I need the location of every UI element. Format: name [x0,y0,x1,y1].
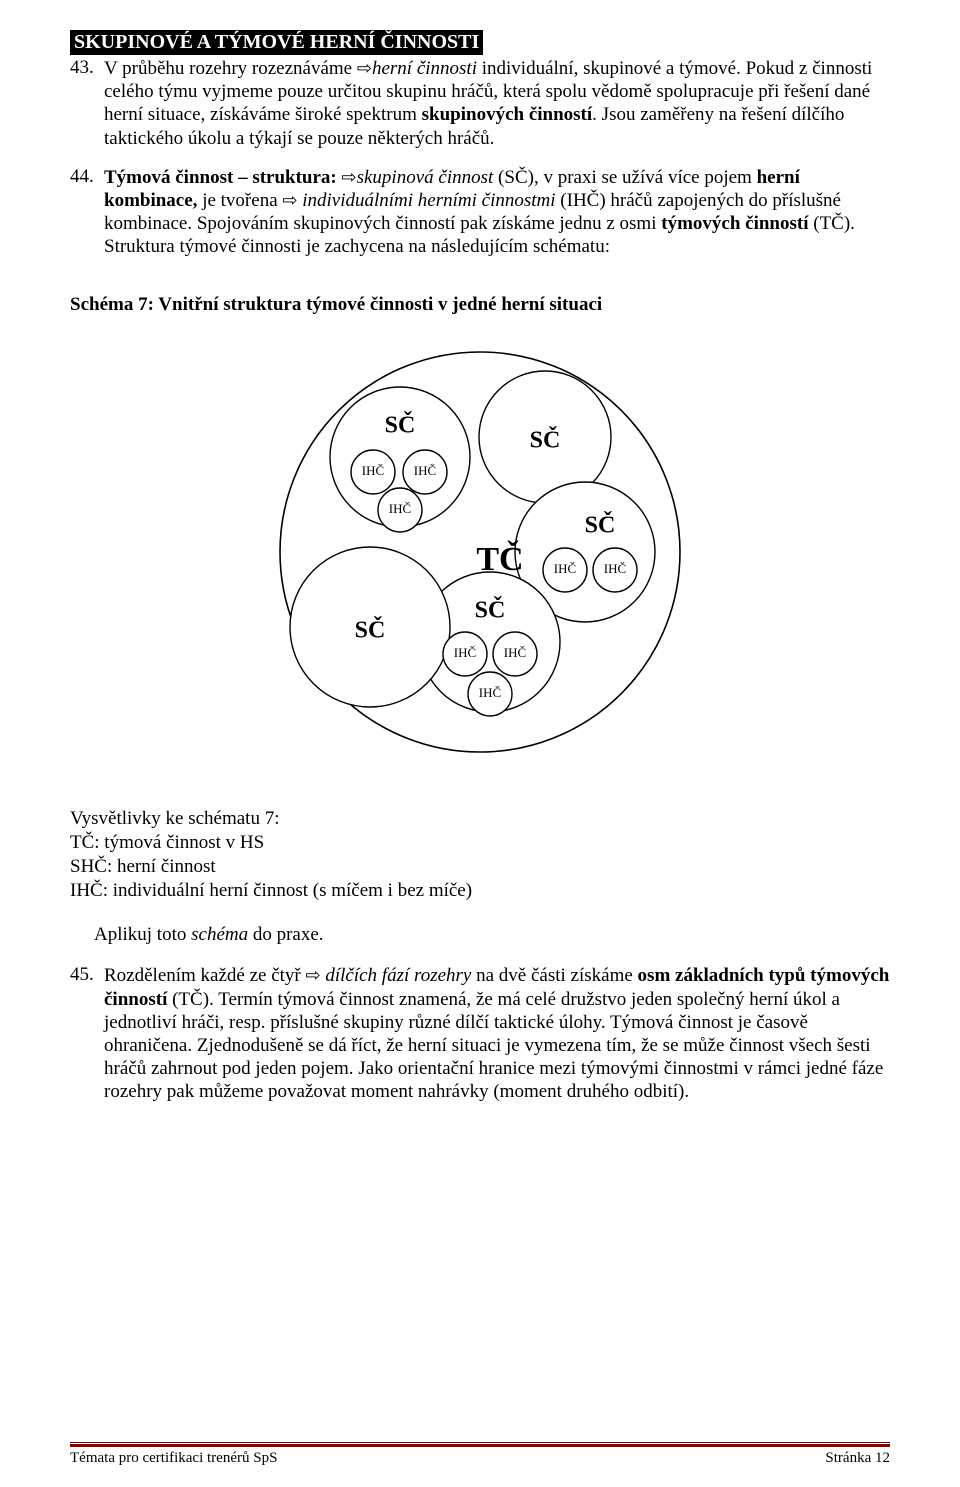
svg-text:SČ: SČ [355,617,386,644]
text-italic: herní činnosti [372,58,477,79]
item-45: 45. Rozdělením každé ze čtyř ⇨ dílčích f… [70,964,890,1103]
svg-text:SČ: SČ [475,597,506,624]
text-bold: skupinových činností [422,104,593,125]
svg-text:IHČ: IHČ [554,561,576,576]
text: Aplikuj toto [94,924,191,945]
item-44-number: 44. [70,166,104,259]
text-italic: schéma [191,924,248,945]
page-footer: Témata pro certifikaci trenérů SpS Strán… [70,1444,890,1467]
arrow-right-icon: ⇨ [342,167,357,189]
section-title: SKUPINOVÉ A TÝMOVÉ HERNÍ ČINNOSTI [70,30,483,55]
item-45-body: Rozdělením každé ze čtyř ⇨ dílčích fází … [104,964,890,1103]
svg-text:SČ: SČ [585,512,616,539]
svg-text:IHČ: IHČ [414,463,436,478]
schema-7-caption: Schéma 7: Vnitřní struktura týmové činno… [70,294,890,316]
text: (SČ), v praxi se užívá více pojem [493,167,756,188]
legend-line: Vysvětlivky ke schématu 7: [70,807,890,831]
svg-text:TČ: TČ [476,540,523,578]
text: (TČ). Termín týmová činnost znamená, že … [104,989,883,1103]
item-44-body: Týmová činnost – struktura: ⇨skupinová č… [104,166,890,259]
arrow-right-icon: ⇨ [306,965,321,987]
footer-rule-thin [70,1442,890,1443]
legend-line: SHČ: herní činnost [70,855,890,879]
svg-text:SČ: SČ [385,412,416,439]
text: je tvořena [197,190,282,211]
text-italic: dílčích fází rozehry [321,965,472,986]
arrow-right-icon: ⇨ [357,58,372,80]
item-43-number: 43. [70,57,104,150]
text-italic: skupinová činnost [357,167,494,188]
legend-line: TČ: týmová činnost v HS [70,831,890,855]
svg-text:IHČ: IHČ [389,501,411,516]
item-43: 43. V průběhu rozehry rozeznáváme ⇨herní… [70,57,890,150]
item-44: 44. Týmová činnost – struktura: ⇨skupino… [70,166,890,259]
svg-text:IHČ: IHČ [604,561,626,576]
text-bold: týmových činností [661,213,808,234]
svg-text:SČ: SČ [530,427,561,454]
svg-text:IHČ: IHČ [454,645,476,660]
footer-left: Témata pro certifikaci trenérů SpS [70,1450,277,1467]
svg-text:IHČ: IHČ [362,463,384,478]
text-bold: Týmová činnost – struktura: [104,167,342,188]
footer-right: Stránka 12 [825,1450,890,1467]
text: V průběhu rozehry rozeznáváme [104,58,357,79]
text: do praxe. [248,924,323,945]
schema-7-svg: TČ SČ SČ SČ SČ SČ IHČ IHČ IHČ IHČ IHČ IHČ IHČ IHČ [270,342,690,762]
legend-line: IHČ: individuální herní činnost (s míčem… [70,879,890,903]
text: na dvě části získáme [471,965,637,986]
item-43-body: V průběhu rozehry rozeznáváme ⇨herní čin… [104,57,890,150]
item-45-number: 45. [70,964,104,1103]
text-italic: individuálními herními činnostmi [297,190,555,211]
schema-7-legend: Vysvětlivky ke schématu 7: TČ: týmová či… [70,807,890,902]
arrow-right-icon: ⇨ [282,190,297,212]
svg-text:IHČ: IHČ [504,645,526,660]
svg-text:IHČ: IHČ [479,685,501,700]
apply-note: Aplikuj toto schéma do praxe. [94,924,890,946]
schema-7-diagram: TČ SČ SČ SČ SČ SČ IHČ IHČ IHČ IHČ IHČ IHČ IHČ IHČ [70,342,890,767]
text: Rozdělením každé ze čtyř [104,965,306,986]
